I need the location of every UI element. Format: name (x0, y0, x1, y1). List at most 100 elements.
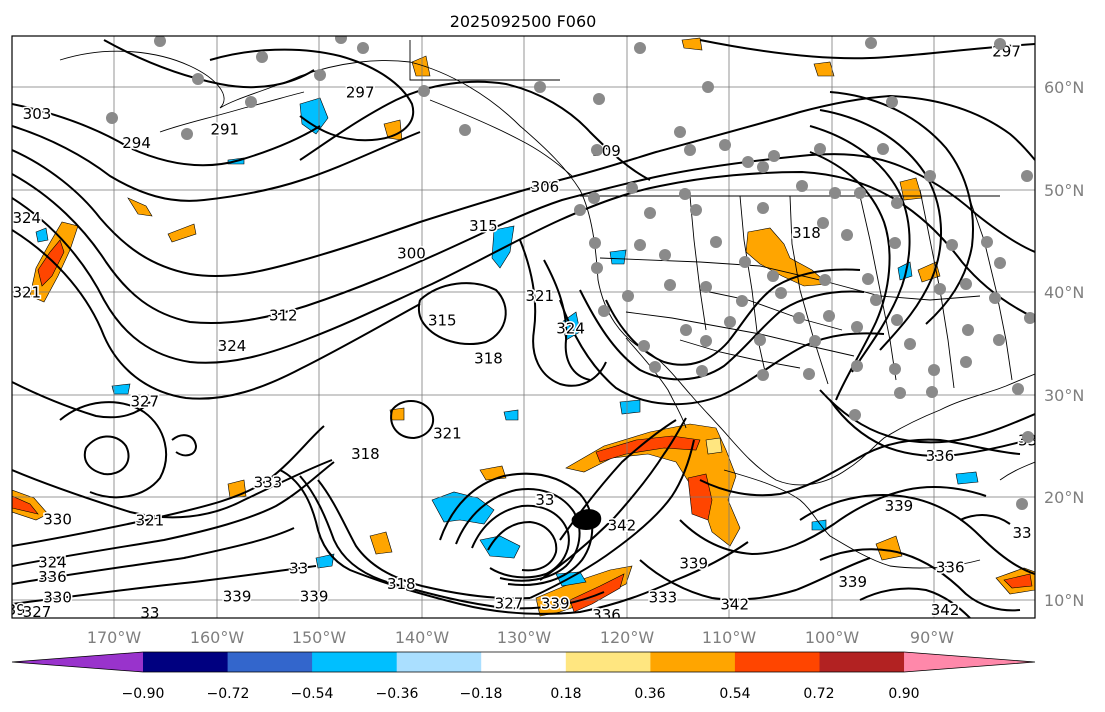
colorbar-tick-label: −0.54 (291, 686, 334, 702)
contour-value-label: 333 (649, 588, 678, 606)
lon-tick-label: 90°W (910, 628, 954, 647)
station-dot (809, 335, 821, 347)
station-dot (664, 279, 676, 291)
station-dot (659, 249, 671, 261)
station-dot (674, 126, 686, 138)
station-dot (192, 73, 204, 85)
station-dot (757, 202, 769, 214)
station-dot (742, 156, 754, 168)
station-dot (862, 273, 874, 285)
contour-value-label: 318 (351, 445, 380, 463)
colorbar-tick-label: 0.18 (550, 686, 581, 702)
station-dot (889, 363, 901, 375)
station-dot (634, 42, 646, 54)
lat-tick-label: 40°N (1044, 283, 1084, 302)
station-dot (841, 229, 853, 241)
station-dot (700, 335, 712, 347)
station-dot (245, 96, 257, 108)
lat-tick-label: 10°N (1044, 591, 1084, 610)
station-dot (793, 312, 805, 324)
contour-value-label: 339 (0, 601, 26, 619)
shaded-area (1003, 573, 1033, 589)
colorbar-tick-label: −0.18 (460, 686, 503, 702)
station-dot (700, 281, 712, 293)
shaded-area (681, 37, 703, 51)
station-dot (946, 239, 958, 251)
station-dot (877, 143, 889, 155)
station-dot (335, 36, 347, 44)
colorbar-bin (396, 652, 482, 672)
station-dot (626, 182, 638, 194)
shaded-area (705, 437, 723, 455)
shaded-area (127, 197, 153, 217)
station-dot (724, 316, 736, 328)
contour-value-label: 300 (397, 245, 426, 263)
colorbar-extend-low (12, 652, 143, 672)
lat-tick-label: 50°N (1044, 181, 1084, 200)
station-dot (690, 204, 702, 216)
map-frame (11, 35, 1036, 619)
colorbar-extend-high (904, 652, 1035, 672)
colorbar-tick-label: −0.90 (122, 686, 165, 702)
station-dot (981, 236, 993, 248)
contour-value-label: 342 (931, 601, 960, 619)
station-dot (589, 237, 601, 249)
contour-value-label: 336 (592, 606, 621, 624)
contour-value-label: 339 (885, 497, 914, 515)
shaded-area (619, 399, 641, 415)
shaded-area (431, 491, 495, 525)
contour-value-label: 33 (140, 604, 159, 622)
colorbar: −0.90 −0.72 −0.54 −0.36 −0.18 0.18 0.36 … (11, 651, 1036, 702)
contour-value-label: 324 (556, 320, 585, 338)
station-dot (591, 144, 603, 156)
station-dot (702, 81, 714, 93)
station-dot (696, 365, 708, 377)
colorbar-tick-label: 0.72 (803, 686, 834, 702)
lat-tick-label: 30°N (1044, 386, 1084, 405)
shaded-area (955, 471, 979, 485)
station-dot (924, 170, 936, 182)
station-dot (775, 287, 787, 299)
contour-value-label: 324 (218, 337, 247, 355)
station-dot (736, 295, 748, 307)
lon-tick-label: 130°W (497, 628, 552, 647)
station-markers (106, 36, 1035, 510)
station-dot (994, 38, 1006, 50)
closed-low-center (571, 509, 602, 530)
station-dot (934, 283, 946, 295)
colorbar-bin (481, 652, 567, 672)
station-dot (819, 274, 831, 286)
shaded-area (503, 409, 519, 421)
station-dot (598, 305, 610, 317)
station-dot (739, 256, 751, 268)
station-dot (962, 324, 974, 336)
station-dot (854, 187, 866, 199)
contour-value-label: 291 (210, 121, 239, 139)
map-title: 2025092500 F060 (450, 12, 597, 31)
station-dot (710, 236, 722, 248)
station-dot (684, 144, 696, 156)
station-dot (1024, 312, 1035, 324)
station-dot (574, 204, 586, 216)
colorbar-outline (11, 651, 1036, 673)
station-dot (719, 139, 731, 151)
station-dot (314, 69, 326, 81)
shaded-area (12, 495, 39, 515)
contour-value-label: 321 (433, 424, 462, 442)
contour-value-label: 339 (541, 595, 570, 613)
contour-value-label: 342 (720, 596, 749, 614)
lon-tick-label: 160°W (190, 628, 245, 647)
contour-value-label: 321 (12, 284, 41, 302)
contour-value-label: 33 (289, 560, 308, 578)
station-dot (904, 338, 916, 350)
colorbar-tick-label: −0.72 (207, 686, 250, 702)
station-dot (649, 361, 661, 373)
station-dot (1021, 170, 1033, 182)
latitude-axis: 60°N 50°N 40°N 30°N 20°N 10°N (1044, 78, 1084, 610)
contour-value-label: 294 (122, 134, 151, 152)
station-dot (865, 37, 877, 49)
station-dot (960, 278, 972, 290)
station-dot (1022, 431, 1034, 443)
contour-value-label: 324 (12, 209, 41, 227)
